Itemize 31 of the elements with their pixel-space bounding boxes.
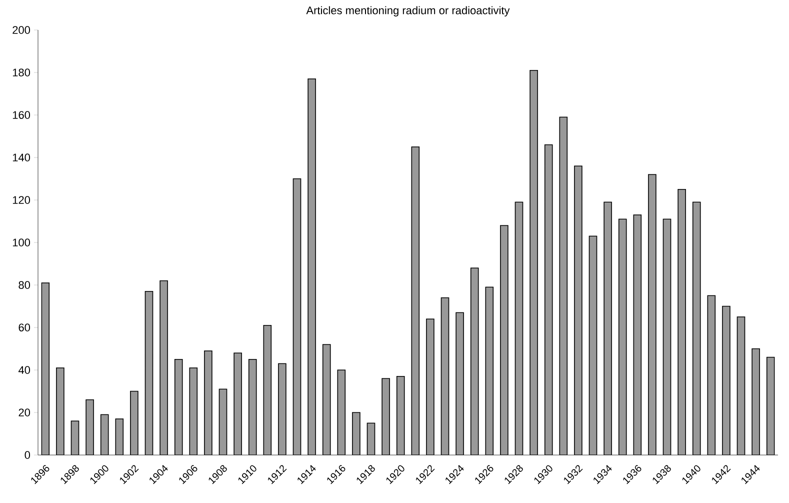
bar [514,202,524,455]
bar [588,236,598,455]
bar [736,316,746,455]
y-tick-label: 120 [12,196,30,204]
y-tick-label: 80 [18,281,30,289]
y-tick-label: 100 [12,238,30,246]
bar [366,422,376,455]
bar [115,418,124,455]
y-tick-label: 160 [12,111,30,119]
y-tick-label: 0 [24,451,30,459]
y-tick-label: 60 [18,324,30,332]
bar [662,218,672,455]
bar [189,367,198,455]
bar [633,214,642,455]
bar [218,388,228,455]
bar [559,116,568,455]
chart-title: Articles mentioning radium or radioactivity [306,6,510,16]
bar [707,295,716,455]
y-tick-label: 180 [12,68,30,76]
bar [292,178,302,455]
bar [485,286,494,455]
bar [440,297,450,455]
bar [70,420,80,455]
bar [144,290,154,455]
y-tick-label: 140 [12,154,30,162]
y-tick-label: 200 [12,26,30,34]
bar [337,370,346,455]
y-tick-label: 40 [18,366,30,374]
y-tick-label: 20 [18,408,30,416]
bar [411,146,420,455]
bar [263,324,272,455]
